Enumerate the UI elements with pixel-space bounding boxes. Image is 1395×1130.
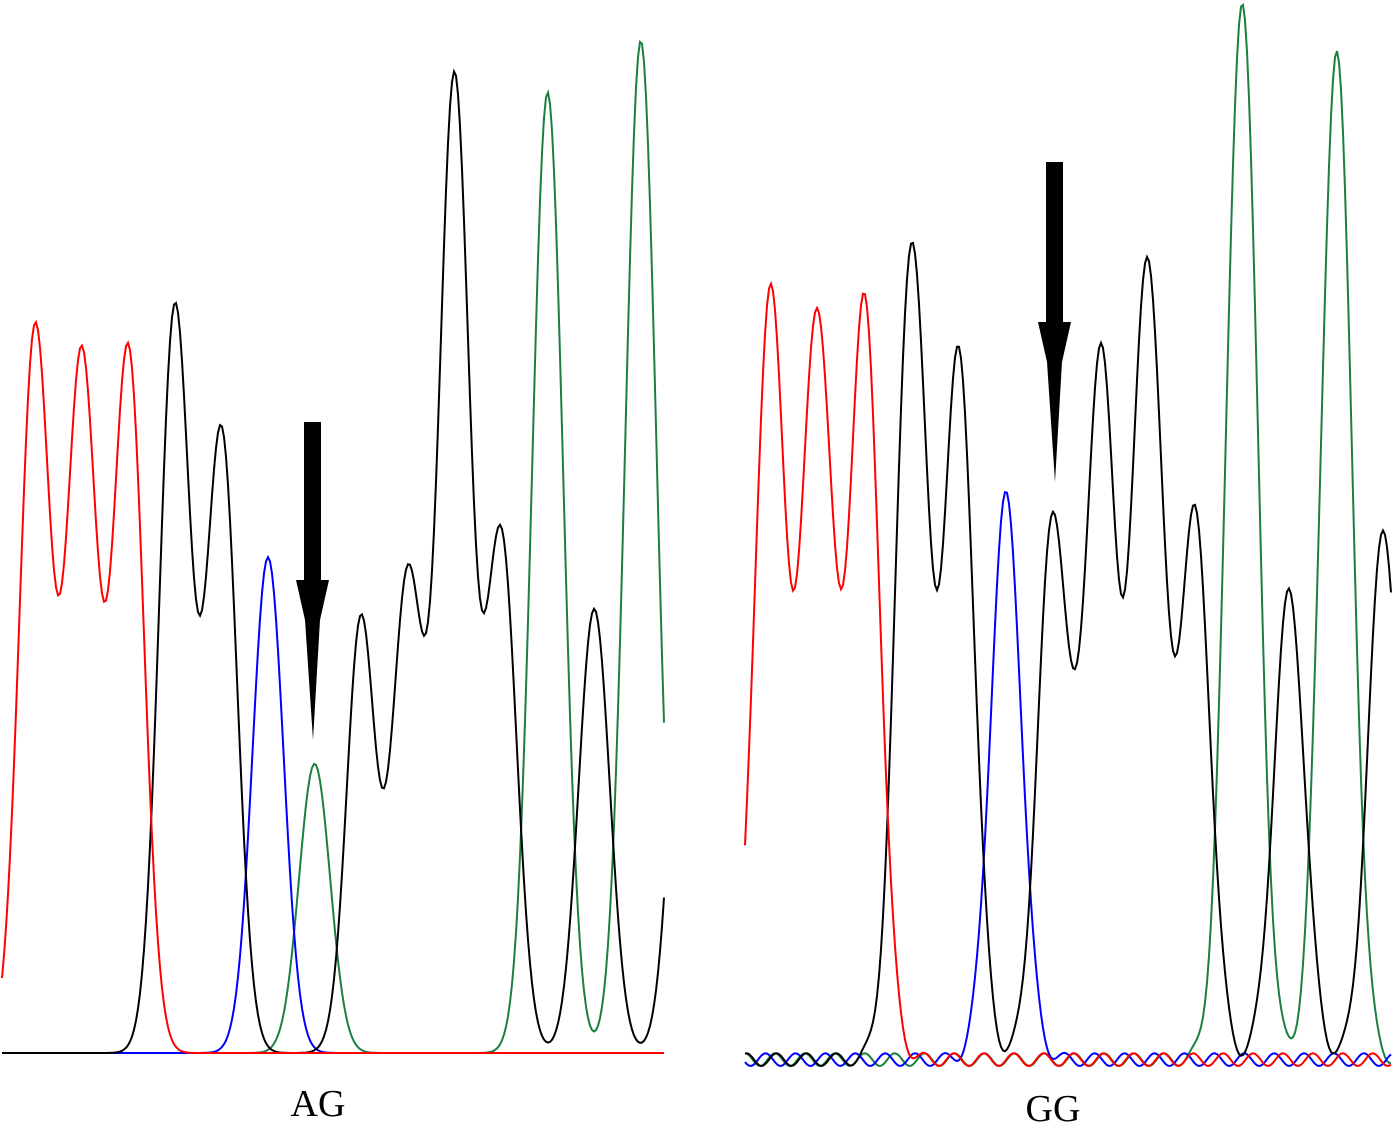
trace-c: [744, 490, 1392, 1068]
snp-arrows: [296, 162, 1071, 740]
trace-g: [744, 241, 1392, 1068]
snp-arrow-right: [1038, 162, 1071, 482]
trace-a: [744, 2, 1392, 1068]
trace-t: [1, 319, 664, 1054]
snp-arrow-left: [296, 422, 329, 740]
genotype-label-gg: GG: [1025, 1088, 1081, 1130]
trace-a: [2, 40, 665, 1054]
chromatogram-panel-gg: [744, 2, 1392, 1068]
genotype-label-ag: AG: [290, 1083, 346, 1125]
chromatogram-panel-ag: [1, 40, 665, 1054]
trace-g: [2, 68, 665, 1054]
trace-t: [744, 280, 1392, 1068]
